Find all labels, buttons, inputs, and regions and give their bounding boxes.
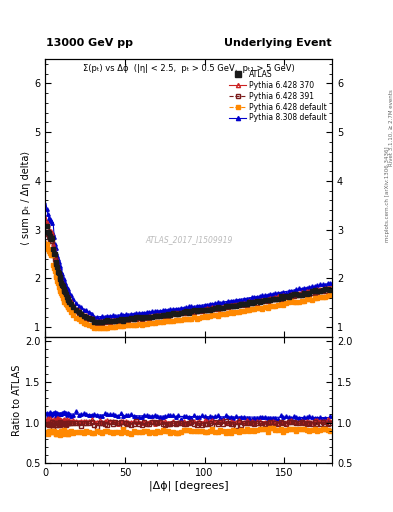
Legend: ATLAS, Pythia 6.428 370, Pythia 6.428 391, Pythia 6.428 default, Pythia 8.308 de: ATLAS, Pythia 6.428 370, Pythia 6.428 39…: [228, 68, 328, 124]
X-axis label: |Δϕ| [degrees]: |Δϕ| [degrees]: [149, 481, 228, 492]
Text: ATLAS_2017_I1509919: ATLAS_2017_I1509919: [145, 235, 232, 244]
Text: Underlying Event: Underlying Event: [224, 37, 331, 48]
Text: Rivet 3.1.10, ≥ 2.7M events: Rivet 3.1.10, ≥ 2.7M events: [389, 90, 393, 166]
Text: Σ(pₜ) vs Δϕ  (|η| < 2.5,  pₜ > 0.5 GeV,  pₜ₁ > 5 GeV): Σ(pₜ) vs Δϕ (|η| < 2.5, pₜ > 0.5 GeV, pₜ…: [83, 65, 294, 73]
Text: 13000 GeV pp: 13000 GeV pp: [46, 37, 133, 48]
Y-axis label: ⟨ sum pₜ / Δη delta⟩: ⟨ sum pₜ / Δη delta⟩: [21, 151, 31, 245]
Y-axis label: Ratio to ATLAS: Ratio to ATLAS: [12, 365, 22, 436]
Text: mcplots.cern.ch [arXiv:1306.3436]: mcplots.cern.ch [arXiv:1306.3436]: [385, 147, 389, 242]
